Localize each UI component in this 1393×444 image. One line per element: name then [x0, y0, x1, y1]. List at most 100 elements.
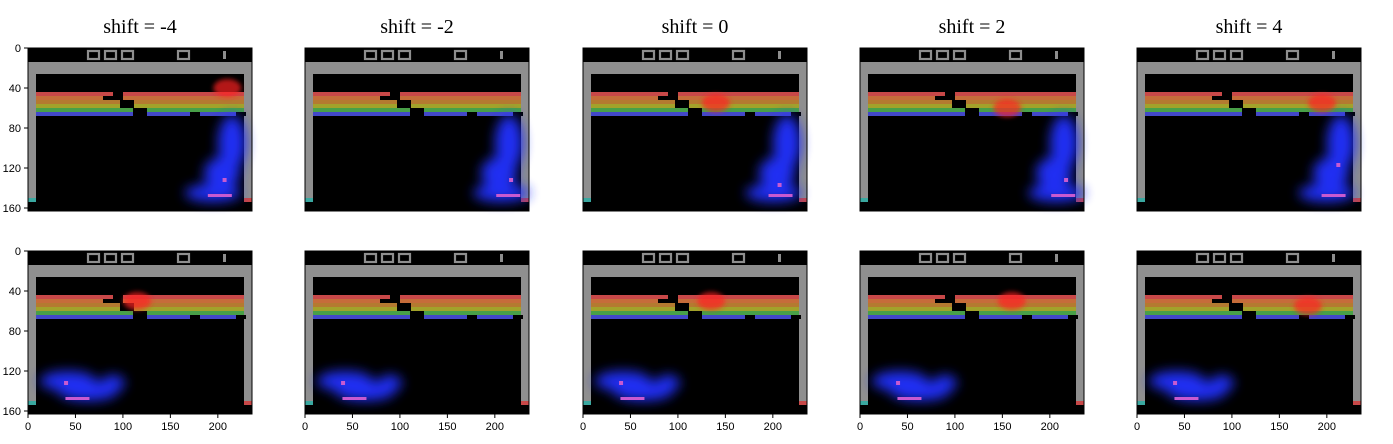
- brick-row: [591, 299, 799, 303]
- score-digit: [641, 252, 656, 264]
- brick-row: [591, 104, 799, 108]
- score-digit: [952, 252, 967, 264]
- score-digit: [363, 49, 378, 61]
- brick-row: [591, 96, 799, 100]
- x-tick-label: 100: [114, 421, 132, 433]
- score-digit: [1195, 49, 1210, 61]
- brick-row: [36, 92, 244, 96]
- x-tick-label: 200: [764, 421, 782, 433]
- saliency-red: [123, 292, 152, 310]
- frame-panel: 0 50 100 150 200: [580, 250, 808, 433]
- y-tick-label: 120: [3, 163, 21, 175]
- brick-row: [313, 299, 521, 303]
- brick-row: [868, 104, 1076, 108]
- score-digit: [935, 49, 950, 61]
- x-tick-label: 0: [25, 421, 31, 433]
- x-tick-label: 100: [1223, 421, 1241, 433]
- brick-row: [868, 295, 1076, 299]
- brick-row: [868, 303, 1076, 307]
- left-wall: [305, 265, 313, 401]
- score-digit: [935, 252, 950, 264]
- brick-row: [868, 96, 1076, 100]
- paddle: [1321, 194, 1346, 197]
- x-tick-label: 0: [1134, 421, 1140, 433]
- player-number: [1332, 254, 1335, 262]
- score-digit: [1229, 49, 1244, 61]
- score-digit: [363, 252, 378, 264]
- score-digit: [397, 252, 412, 264]
- saliency-blue: [473, 115, 530, 202]
- brick-row: [36, 100, 244, 104]
- score-digit: [1229, 252, 1244, 264]
- brick-row: [591, 100, 799, 104]
- frame-panel: 0 50 100 150 200: [1134, 250, 1362, 433]
- score-digit: [1285, 49, 1300, 61]
- frame-panel: 0 40 80 120 160 0 50 100 150 200: [3, 246, 253, 433]
- brick-row: [1145, 92, 1353, 96]
- brick-row: [591, 92, 799, 96]
- brick-row: [313, 104, 521, 108]
- paddle: [1051, 194, 1076, 197]
- x-tick-label: 50: [69, 421, 81, 433]
- column-title: shift = 0: [661, 16, 729, 38]
- ball: [64, 381, 69, 385]
- brick-row: [868, 100, 1076, 104]
- frame-panel: [1136, 47, 1362, 212]
- player-number: [223, 254, 226, 262]
- x-tick-label: 50: [346, 421, 358, 433]
- x-tick-label: 0: [857, 421, 863, 433]
- left-wall: [860, 62, 868, 198]
- player-number: [778, 254, 781, 262]
- score-digit: [1212, 252, 1227, 264]
- x-tick-label: 150: [161, 421, 179, 433]
- frame-panel: 0 50 100 150 200: [302, 250, 530, 433]
- frame-panel: [582, 47, 808, 212]
- saliency-red: [213, 79, 242, 97]
- brick-row: [1145, 303, 1353, 307]
- right-wall: [799, 62, 807, 198]
- ball: [777, 183, 782, 187]
- frame-panel: [859, 47, 1085, 212]
- score-digit: [120, 49, 135, 61]
- x-tick-label: 200: [209, 421, 227, 433]
- top-wall: [583, 265, 807, 277]
- right-wall: [521, 62, 529, 198]
- x-tick-label: 150: [993, 421, 1011, 433]
- left-wall: [305, 62, 313, 198]
- score-digit: [675, 49, 690, 61]
- ball: [619, 381, 624, 385]
- ball: [1064, 178, 1069, 182]
- right-wall: [1353, 265, 1361, 401]
- score-digit: [103, 49, 118, 61]
- x-tick-label: 100: [391, 421, 409, 433]
- player-number: [1055, 254, 1058, 262]
- paddle: [65, 397, 90, 400]
- paddle: [1174, 397, 1199, 400]
- x-tick-label: 100: [669, 421, 687, 433]
- score-digit: [952, 49, 967, 61]
- top-wall: [28, 62, 252, 74]
- score-digit: [453, 252, 468, 264]
- brick-row: [1145, 96, 1353, 100]
- top-wall: [860, 265, 1084, 277]
- player-number: [1055, 51, 1058, 59]
- y-tick-label: 40: [9, 83, 21, 95]
- saliency-blue: [1298, 115, 1355, 202]
- saliency-red: [1293, 297, 1322, 315]
- brick-row: [868, 299, 1076, 303]
- right-wall: [244, 62, 252, 198]
- right-wall: [799, 265, 807, 401]
- left-wall: [860, 265, 868, 401]
- ball: [1336, 163, 1341, 167]
- score-digit: [658, 49, 673, 61]
- ball: [509, 178, 514, 182]
- top-wall: [1137, 62, 1361, 74]
- brick-row: [36, 96, 244, 100]
- column-title: shift = -2: [380, 16, 454, 38]
- x-tick-label: 0: [580, 421, 586, 433]
- left-wall: [28, 265, 36, 401]
- column-title: shift = -4: [103, 16, 177, 38]
- score-digit: [176, 49, 191, 61]
- score-digit: [397, 49, 412, 61]
- right-wall: [1353, 62, 1361, 198]
